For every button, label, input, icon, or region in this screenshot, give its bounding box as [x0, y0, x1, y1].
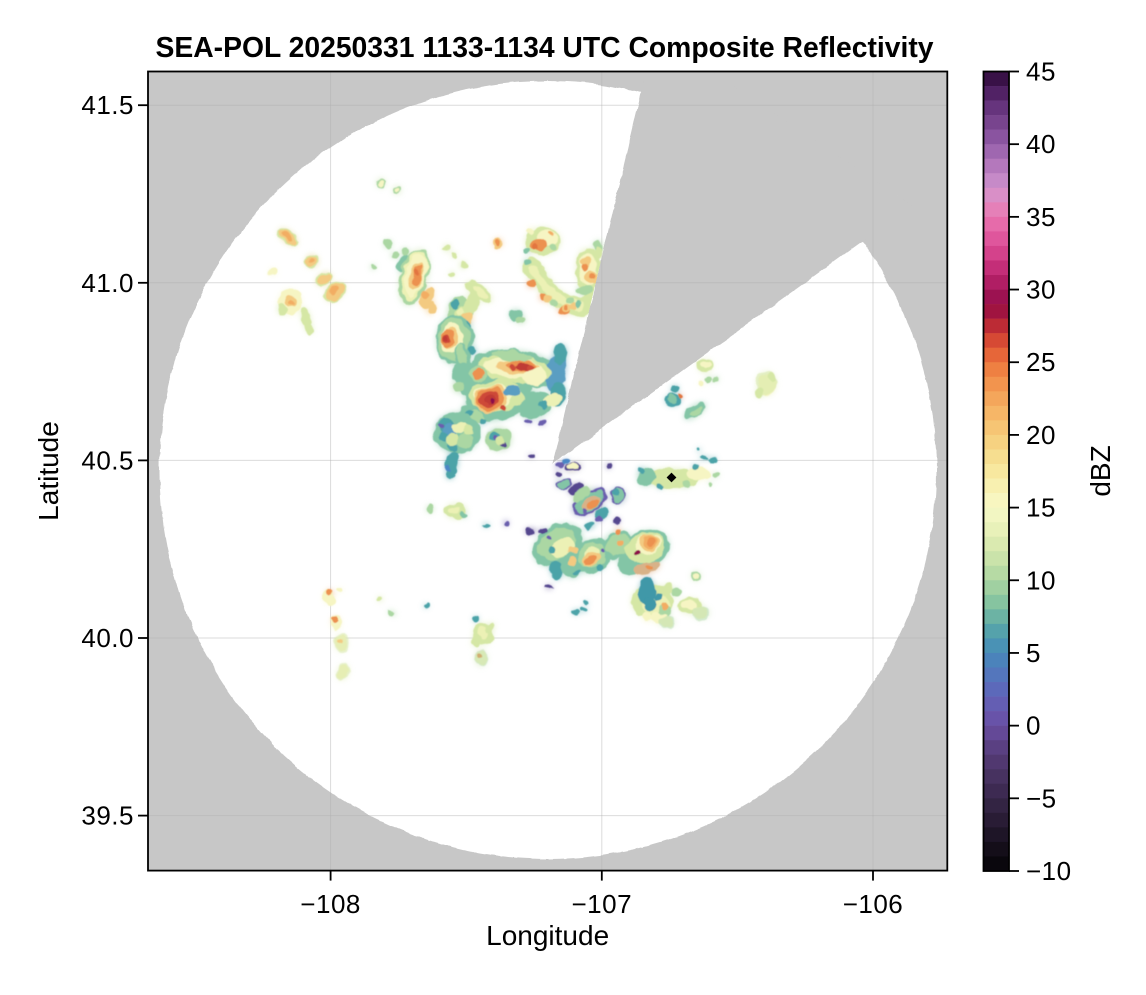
- svg-text:Longitude: Longitude: [486, 920, 609, 951]
- svg-text:−106: −106: [843, 889, 904, 919]
- svg-text:Latitude: Latitude: [33, 421, 64, 521]
- svg-text:dBZ: dBZ: [1085, 445, 1116, 496]
- svg-text:5: 5: [1026, 638, 1041, 668]
- svg-text:0: 0: [1026, 711, 1041, 741]
- svg-text:40.0: 40.0: [81, 623, 134, 653]
- svg-text:−10: −10: [1026, 856, 1072, 886]
- svg-text:39.5: 39.5: [81, 801, 134, 831]
- svg-text:SEA-POL 20250331 1133-1134 UTC: SEA-POL 20250331 1133-1134 UTC Composite…: [155, 31, 933, 63]
- svg-text:30: 30: [1026, 275, 1056, 305]
- svg-text:41.0: 41.0: [81, 268, 134, 298]
- svg-text:−107: −107: [572, 889, 633, 919]
- svg-text:15: 15: [1026, 493, 1056, 523]
- svg-text:35: 35: [1026, 202, 1056, 232]
- svg-text:40.5: 40.5: [81, 445, 134, 475]
- svg-text:45: 45: [1026, 57, 1056, 87]
- svg-text:25: 25: [1026, 347, 1056, 377]
- svg-text:10: 10: [1026, 565, 1056, 595]
- svg-text:−108: −108: [300, 889, 361, 919]
- svg-text:−5: −5: [1026, 783, 1057, 813]
- svg-text:41.5: 41.5: [81, 90, 134, 120]
- svg-text:20: 20: [1026, 420, 1056, 450]
- svg-text:40: 40: [1026, 129, 1056, 159]
